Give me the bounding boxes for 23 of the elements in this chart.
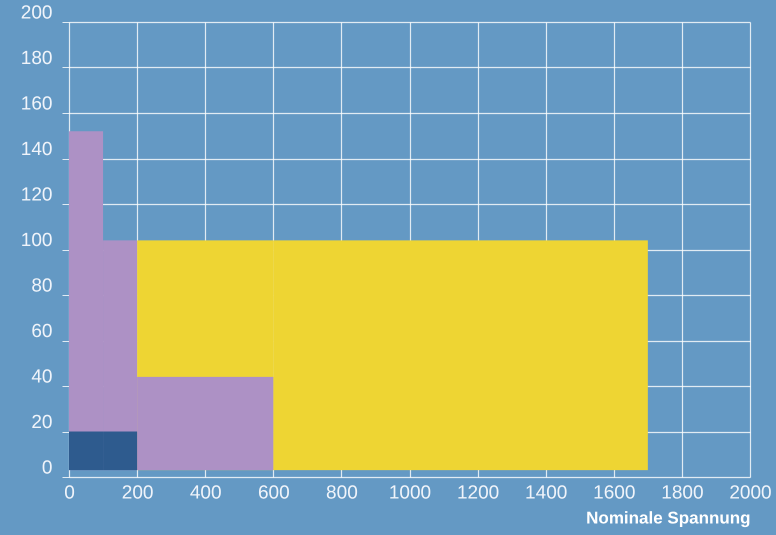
x-axis-title: Nominale Spannung — [586, 508, 750, 528]
x-tick-label: 1800 — [661, 482, 704, 504]
x-tick-label: 200 — [122, 482, 154, 504]
x-tick-label: 1600 — [593, 482, 636, 504]
y-tick-label: 160 — [20, 94, 52, 114]
x-tick-label: 800 — [326, 482, 358, 504]
x-tick-label: 1000 — [388, 482, 432, 504]
y-tick-label: 120 — [20, 184, 52, 206]
y-tick-label: 140 — [20, 139, 52, 160]
y-tick-label: 200 — [20, 2, 52, 24]
x-tick-label: 0 — [64, 482, 75, 504]
y-tick-label: 40 — [31, 366, 52, 388]
y-tick-label: 20 — [31, 412, 52, 433]
x-tick-label: 400 — [190, 482, 222, 504]
y-tick-label: 60 — [31, 321, 52, 342]
x-tick-label: 2000 — [729, 482, 772, 504]
x-tick-label: 600 — [258, 482, 290, 504]
y-tick-label: 180 — [20, 48, 52, 69]
y-tick-label: 80 — [31, 276, 52, 296]
x-tick-label: 1400 — [525, 482, 568, 504]
y-tick-label: 0 — [42, 458, 52, 478]
y-tick-label: 100 — [20, 230, 52, 251]
x-tick-label: 1200 — [456, 482, 500, 504]
